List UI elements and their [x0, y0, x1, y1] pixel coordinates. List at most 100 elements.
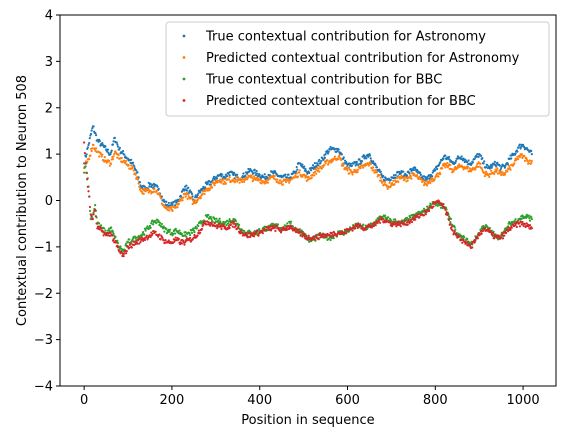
data-point [473, 157, 476, 160]
data-point [481, 157, 484, 160]
data-point [284, 180, 288, 184]
data-point [86, 146, 89, 149]
data-point [434, 169, 437, 172]
data-point [274, 229, 277, 232]
x-axis-label: Position in sequence [241, 413, 374, 428]
data-point [153, 185, 156, 188]
data-point [520, 153, 523, 156]
data-point [340, 158, 343, 161]
data-point [217, 219, 220, 222]
data-point [273, 174, 276, 178]
data-point [141, 239, 145, 242]
data-point [100, 155, 103, 158]
data-point [352, 170, 355, 174]
data-point [439, 206, 443, 209]
data-point [159, 238, 162, 241]
data-point [213, 217, 216, 221]
data-point [310, 169, 313, 172]
data-point [162, 225, 165, 228]
data-point [88, 137, 91, 140]
data-point [313, 161, 316, 165]
data-point [244, 174, 247, 177]
data-point [257, 234, 260, 237]
data-point [313, 238, 316, 241]
data-point [518, 225, 522, 228]
data-point [183, 243, 186, 246]
data-point [244, 231, 248, 235]
data-point [330, 231, 333, 235]
data-point [449, 221, 452, 224]
data-point [256, 229, 259, 232]
data-point [357, 163, 360, 166]
data-point [188, 238, 191, 242]
data-point [84, 165, 87, 168]
data-point [368, 161, 372, 164]
data-point [397, 220, 401, 223]
data-point [517, 146, 520, 149]
data-point [215, 177, 219, 180]
data-point [390, 182, 394, 185]
data-point [184, 234, 187, 237]
data-point [138, 242, 141, 245]
data-point [249, 235, 252, 239]
data-point [237, 223, 241, 226]
data-point [508, 166, 512, 170]
data-point [261, 232, 264, 235]
data-point [290, 224, 293, 228]
data-point [104, 145, 107, 148]
data-point [508, 164, 511, 168]
data-point [89, 132, 93, 136]
data-point [134, 173, 137, 176]
data-point [284, 173, 287, 176]
data-point [133, 235, 137, 238]
data-point [185, 189, 189, 192]
data-point [454, 159, 458, 163]
data-point [124, 162, 127, 165]
data-point [481, 168, 484, 171]
data-point [222, 220, 225, 224]
data-point [405, 216, 409, 219]
data-point [474, 168, 477, 171]
data-point [212, 175, 216, 178]
data-point [530, 227, 533, 230]
data-point [122, 255, 125, 258]
legend-marker [182, 99, 186, 102]
data-point [319, 161, 322, 165]
data-point [429, 204, 432, 207]
data-point [493, 160, 496, 163]
data-point [436, 204, 439, 207]
data-point [396, 223, 399, 227]
data-point [476, 235, 479, 238]
data-point [315, 165, 318, 168]
data-point [356, 170, 359, 174]
data-point [483, 160, 486, 163]
data-point [94, 134, 98, 137]
data-point [442, 164, 446, 167]
data-point [234, 219, 237, 223]
data-point [184, 195, 187, 198]
data-point [125, 242, 128, 245]
data-point [187, 186, 190, 189]
data-point [91, 217, 95, 221]
data-point [298, 171, 301, 174]
data-point [337, 148, 340, 151]
data-point [125, 159, 128, 163]
data-point [491, 231, 495, 234]
legend-marker [182, 56, 186, 59]
data-point [384, 180, 387, 183]
data-point [530, 159, 533, 163]
data-point [90, 149, 93, 153]
data-point [277, 226, 280, 230]
data-point [239, 177, 242, 180]
data-point [490, 166, 493, 169]
data-point [98, 155, 101, 158]
data-point [171, 209, 174, 212]
data-point [227, 222, 230, 225]
data-point [360, 161, 363, 164]
data-point [515, 225, 518, 229]
data-point [514, 223, 517, 227]
data-point [128, 246, 131, 249]
data-point [264, 228, 268, 231]
data-point [83, 141, 86, 144]
data-point [490, 169, 493, 172]
